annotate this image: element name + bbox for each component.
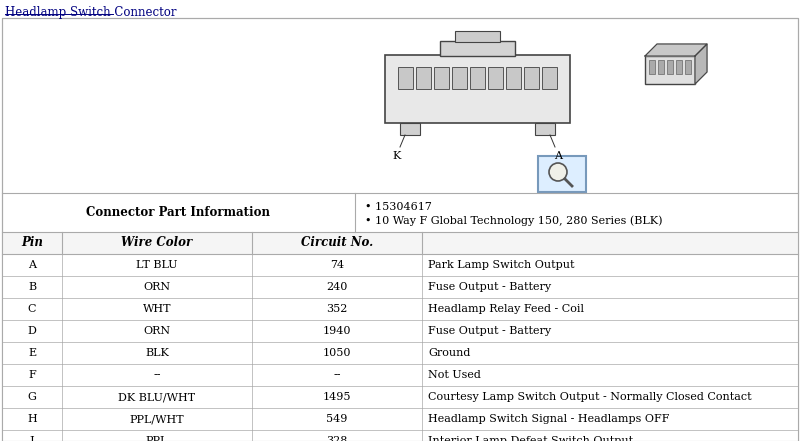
Text: A: A <box>28 260 36 270</box>
Text: --: -- <box>154 370 161 380</box>
Text: Fuse Output - Battery: Fuse Output - Battery <box>428 326 551 336</box>
Bar <box>488 67 503 89</box>
Circle shape <box>549 163 567 181</box>
Text: Wire Color: Wire Color <box>122 236 193 250</box>
Text: 240: 240 <box>326 282 348 292</box>
Bar <box>538 156 586 192</box>
Text: • 15304617: • 15304617 <box>365 202 432 212</box>
Bar <box>2 430 798 441</box>
Bar <box>506 67 521 89</box>
Text: Interior Lamp Defeat Switch Output: Interior Lamp Defeat Switch Output <box>428 436 633 441</box>
Polygon shape <box>695 44 707 84</box>
Text: D: D <box>27 326 37 336</box>
Text: E: E <box>28 348 36 358</box>
Bar <box>685 60 691 74</box>
Bar <box>542 67 557 89</box>
Text: 1050: 1050 <box>322 348 351 358</box>
Text: 1940: 1940 <box>322 326 351 336</box>
Text: 74: 74 <box>330 260 344 270</box>
Bar <box>416 67 431 89</box>
Bar <box>455 31 500 42</box>
Bar <box>667 60 673 74</box>
Text: BLK: BLK <box>145 348 169 358</box>
Text: DK BLU/WHT: DK BLU/WHT <box>118 392 195 402</box>
Text: Ground: Ground <box>428 348 470 358</box>
Text: 328: 328 <box>326 436 348 441</box>
Bar <box>658 60 664 74</box>
Text: C: C <box>28 304 36 314</box>
Text: J: J <box>30 436 34 441</box>
Text: 549: 549 <box>326 414 348 424</box>
Text: B: B <box>28 282 36 292</box>
Bar <box>2 320 798 342</box>
Bar <box>2 408 798 430</box>
Text: Headlamp Relay Feed - Coil: Headlamp Relay Feed - Coil <box>428 304 584 314</box>
Bar <box>676 60 682 74</box>
Polygon shape <box>645 44 707 56</box>
Bar <box>398 67 413 89</box>
Bar <box>2 276 798 298</box>
Text: Courtesy Lamp Switch Output - Normally Closed Contact: Courtesy Lamp Switch Output - Normally C… <box>428 392 752 402</box>
Text: G: G <box>27 392 37 402</box>
Text: Park Lamp Switch Output: Park Lamp Switch Output <box>428 260 574 270</box>
Text: Circuit No.: Circuit No. <box>301 236 373 250</box>
Bar <box>2 386 798 408</box>
Text: A: A <box>554 151 562 161</box>
Bar <box>645 56 695 84</box>
Text: F: F <box>28 370 36 380</box>
Bar <box>649 60 655 74</box>
Text: Headlamp Switch Signal - Headlamps OFF: Headlamp Switch Signal - Headlamps OFF <box>428 414 670 424</box>
Text: Headlamp Switch Connector: Headlamp Switch Connector <box>5 6 177 19</box>
Bar <box>2 364 798 386</box>
Bar <box>385 55 570 123</box>
Bar <box>400 123 420 135</box>
Text: H: H <box>27 414 37 424</box>
Text: Not Used: Not Used <box>428 370 481 380</box>
Text: 1495: 1495 <box>322 392 351 402</box>
Text: K: K <box>393 151 401 161</box>
Text: Pin: Pin <box>21 236 43 250</box>
Text: • 10 Way F Global Technology 150, 280 Series (BLK): • 10 Way F Global Technology 150, 280 Se… <box>365 215 662 225</box>
Text: ORN: ORN <box>143 326 170 336</box>
Bar <box>434 67 449 89</box>
Bar <box>2 232 798 254</box>
Bar <box>452 67 467 89</box>
Bar <box>440 41 515 56</box>
Text: WHT: WHT <box>142 304 171 314</box>
Bar <box>2 298 798 320</box>
Text: Connector Part Information: Connector Part Information <box>86 206 270 219</box>
Text: PPL: PPL <box>146 436 168 441</box>
Text: 352: 352 <box>326 304 348 314</box>
Bar <box>524 67 539 89</box>
Bar <box>470 67 485 89</box>
Bar <box>2 254 798 276</box>
Bar <box>535 123 555 135</box>
Text: Fuse Output - Battery: Fuse Output - Battery <box>428 282 551 292</box>
Text: LT BLU: LT BLU <box>136 260 178 270</box>
Text: PPL/WHT: PPL/WHT <box>130 414 184 424</box>
Text: ORN: ORN <box>143 282 170 292</box>
Bar <box>2 342 798 364</box>
Text: --: -- <box>334 370 341 380</box>
